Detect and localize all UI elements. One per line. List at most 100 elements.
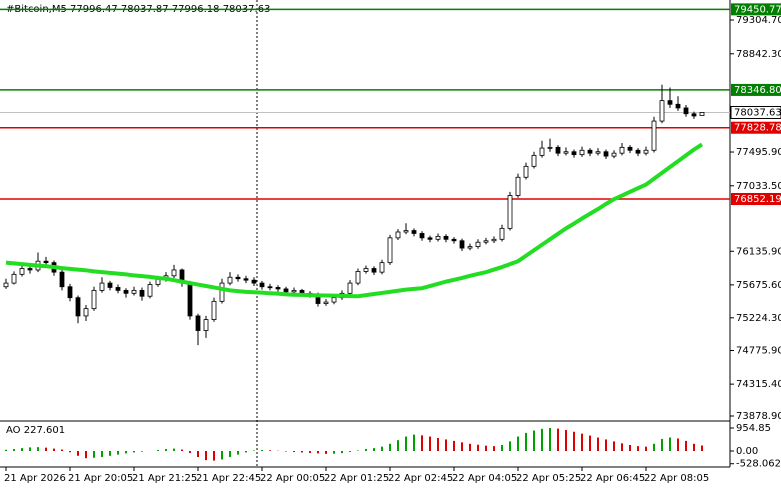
x-tick-label: 21 Apr 21:25 (132, 473, 197, 484)
candle-body (539, 147, 545, 156)
candle-body (659, 100, 665, 122)
candle-body (283, 288, 289, 293)
candle-body (323, 301, 329, 304)
ao-title: AO 227.601 (6, 425, 65, 436)
current-price-label: 78037.63 (734, 107, 781, 118)
candle-body (523, 165, 529, 178)
y-tick-label: 74315.40 (736, 379, 781, 390)
y-tick-label: 76135.90 (736, 246, 781, 257)
x-tick-label: 22 Apr 00:05 (260, 473, 325, 484)
candle-body (419, 233, 425, 239)
candle-body (99, 282, 105, 291)
ao-tick-label: 0.00 (736, 446, 758, 457)
candle-body (291, 289, 297, 293)
candle-body (67, 286, 73, 299)
candle-body (259, 282, 265, 288)
candle-body (75, 297, 81, 317)
y-tick-label: 77495.90 (736, 147, 781, 158)
x-tick-label: 22 Apr 05:25 (516, 473, 581, 484)
candle-body (195, 315, 201, 331)
candle-body (483, 240, 489, 243)
y-tick-label: 74775.90 (736, 346, 781, 357)
x-tick-label: 22 Apr 04:05 (452, 473, 517, 484)
candle-body (131, 289, 137, 294)
candle-body (251, 279, 257, 284)
candle-body (19, 268, 25, 275)
ao-tick-label: -528.062 (736, 459, 781, 470)
level-label-box (731, 121, 781, 134)
x-tick-label: 22 Apr 08:05 (644, 473, 709, 484)
candle-body (579, 149, 585, 156)
x-tick-label: 21 Apr 22:45 (196, 473, 261, 484)
candle-body (627, 146, 633, 151)
candle-body (699, 112, 705, 116)
candle-body (499, 227, 505, 240)
current-price-box (730, 105, 781, 119)
candle-body (235, 276, 241, 280)
candle-body (467, 246, 473, 249)
candle-body (507, 195, 513, 229)
candle-body (227, 276, 233, 284)
candle-body (275, 287, 281, 290)
candle-body (603, 151, 609, 157)
candle-body (571, 151, 577, 156)
candle-body (219, 282, 225, 302)
candle-body (203, 319, 209, 331)
candle-body (83, 308, 89, 317)
y-tick-label: 75224.30 (736, 313, 781, 324)
candle-body (611, 152, 617, 157)
candle-body (547, 146, 553, 149)
candle-body (299, 289, 305, 294)
candle-body (355, 271, 361, 284)
candle-body (91, 289, 97, 310)
candle-body (3, 282, 9, 288)
x-tick-label: 21 Apr 2026 (4, 473, 66, 484)
candle-body (427, 237, 433, 240)
candle-body (115, 287, 121, 291)
candle-body (211, 300, 217, 320)
candle-body (59, 271, 65, 288)
candle-body (491, 238, 497, 242)
candle-body (435, 235, 441, 240)
moving-average (5, 142, 704, 299)
candle-body (107, 282, 113, 288)
level-label-box (731, 193, 781, 206)
x-tick-label: 22 Apr 02:45 (388, 473, 453, 484)
candle-body (475, 241, 481, 247)
candle-body (387, 237, 393, 264)
candle-body (123, 289, 129, 294)
candle-body (459, 240, 465, 249)
candle-body (187, 282, 193, 317)
candle-body (531, 154, 537, 167)
candle-body (331, 297, 337, 303)
x-tick-label: 22 Apr 01:25 (324, 473, 389, 484)
y-tick-label: 78842.30 (736, 49, 781, 60)
candle-body (451, 238, 457, 242)
candle-body (403, 230, 409, 233)
candle-body (643, 149, 649, 154)
candle-body (147, 284, 153, 297)
candle-body (651, 120, 657, 151)
candle-body (667, 100, 673, 105)
level-label-box (731, 83, 781, 96)
candle-body (443, 235, 449, 240)
candle-body (515, 176, 521, 196)
candle-body (363, 268, 369, 272)
candle-body (555, 146, 561, 154)
candle-body (675, 103, 681, 109)
candle-body (587, 149, 593, 154)
candle-body (11, 273, 17, 284)
x-tick-label: 22 Apr 06:45 (580, 473, 645, 484)
y-tick-label: 79304.70 (736, 15, 781, 26)
level-label-box (731, 3, 781, 16)
candle-body (595, 151, 601, 154)
candle-body (371, 268, 377, 273)
x-tick-label: 21 Apr 20:05 (68, 473, 133, 484)
candle-body (395, 231, 401, 239)
candle-body (411, 230, 417, 234)
candle-body (563, 151, 569, 154)
level-label: 78346.80 (734, 85, 781, 96)
level-label: 76852.19 (734, 194, 781, 205)
candle-body (619, 146, 625, 154)
